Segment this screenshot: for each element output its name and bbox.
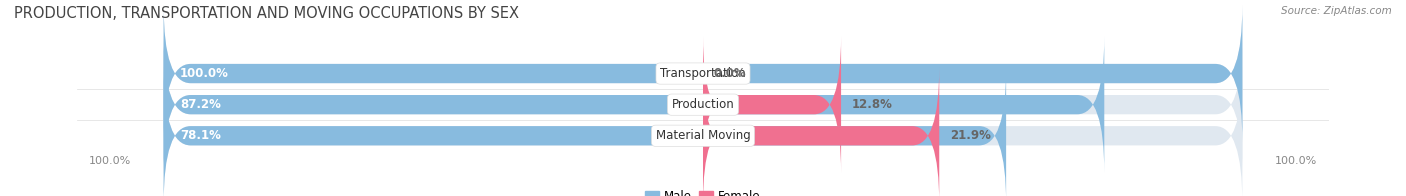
Text: Transportation: Transportation [661,67,745,80]
Text: PRODUCTION, TRANSPORTATION AND MOVING OCCUPATIONS BY SEX: PRODUCTION, TRANSPORTATION AND MOVING OC… [14,6,519,21]
Text: Source: ZipAtlas.com: Source: ZipAtlas.com [1281,6,1392,16]
Text: 87.2%: 87.2% [180,98,221,111]
Text: 12.8%: 12.8% [852,98,893,111]
Text: 0.0%: 0.0% [714,67,747,80]
Text: Material Moving: Material Moving [655,129,751,142]
Text: Production: Production [672,98,734,111]
FancyBboxPatch shape [163,36,1243,173]
Text: 100.0%: 100.0% [180,67,229,80]
FancyBboxPatch shape [163,68,1007,196]
Text: 78.1%: 78.1% [180,129,221,142]
Text: 21.9%: 21.9% [950,129,991,142]
Legend: Male, Female: Male, Female [641,185,765,196]
FancyBboxPatch shape [163,68,1243,196]
FancyBboxPatch shape [703,68,939,196]
FancyBboxPatch shape [163,5,1243,142]
FancyBboxPatch shape [163,36,1104,173]
FancyBboxPatch shape [703,36,841,173]
FancyBboxPatch shape [163,5,1243,142]
